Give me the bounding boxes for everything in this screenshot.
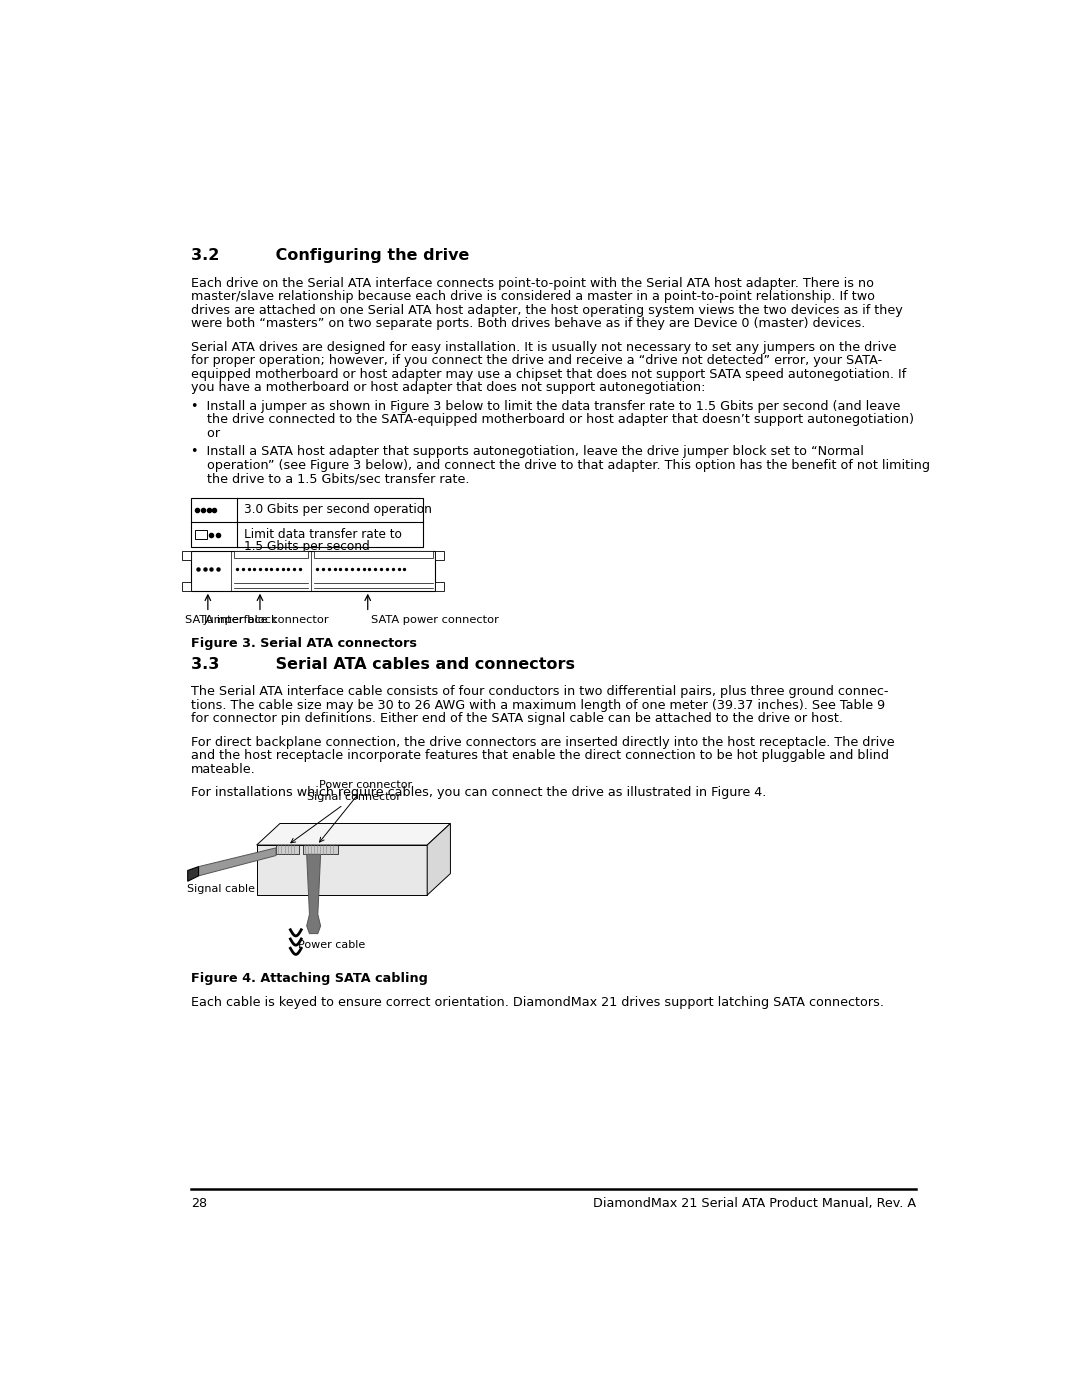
Text: for connector pin definitions. Either end of the SATA signal cable can be attach: for connector pin definitions. Either en… xyxy=(191,712,842,725)
Text: 1.5 Gbits per second: 1.5 Gbits per second xyxy=(243,541,369,553)
Text: mateable.: mateable. xyxy=(191,763,256,775)
Text: For direct backplane connection, the drive connectors are inserted directly into: For direct backplane connection, the dri… xyxy=(191,736,894,749)
Text: •  Install a SATA host adapter that supports autonegotiation, leave the drive ju: • Install a SATA host adapter that suppo… xyxy=(191,446,864,458)
Text: the drive connected to the SATA-equipped motherboard or host adapter that doesn’: the drive connected to the SATA-equipped… xyxy=(191,414,914,426)
Text: 28: 28 xyxy=(191,1197,207,1210)
Bar xyxy=(435,550,444,560)
Text: the drive to a 1.5 Gbits/sec transfer rate.: the drive to a 1.5 Gbits/sec transfer ra… xyxy=(191,472,470,485)
Bar xyxy=(195,531,207,539)
Bar xyxy=(303,845,338,855)
Text: SATA power connector: SATA power connector xyxy=(370,616,499,626)
Bar xyxy=(181,550,191,560)
Polygon shape xyxy=(307,855,321,933)
Text: master/slave relationship because each drive is considered a master in a point-t: master/slave relationship because each d… xyxy=(191,291,875,303)
Text: Power connector: Power connector xyxy=(319,781,411,842)
Bar xyxy=(435,581,444,591)
Text: 3.3          Serial ATA cables and connectors: 3.3 Serial ATA cables and connectors xyxy=(191,657,575,672)
Text: Limit data transfer rate to: Limit data transfer rate to xyxy=(243,528,402,542)
Text: The Serial ATA interface cable consists of four conductors in two differential p: The Serial ATA interface cable consists … xyxy=(191,686,888,698)
Bar xyxy=(276,845,299,855)
Polygon shape xyxy=(257,845,428,895)
Text: Figure 4. Attaching SATA cabling: Figure 4. Attaching SATA cabling xyxy=(191,972,428,985)
Text: drives are attached on one Serial ATA host adapter, the host operating system vi: drives are attached on one Serial ATA ho… xyxy=(191,305,903,317)
Text: SATA interface connector: SATA interface connector xyxy=(185,616,328,626)
Polygon shape xyxy=(257,823,450,845)
Text: tions. The cable size may be 30 to 26 AWG with a maximum length of one meter (39: tions. The cable size may be 30 to 26 AW… xyxy=(191,698,885,712)
Text: equipped motherboard or host adapter may use a chipset that does not support SAT: equipped motherboard or host adapter may… xyxy=(191,367,906,381)
Text: Each drive on the Serial ATA interface connects point-to-point with the Serial A: Each drive on the Serial ATA interface c… xyxy=(191,277,874,291)
Text: operation” (see Figure 3 below), and connect the drive to that adapter. This opt: operation” (see Figure 3 below), and con… xyxy=(191,458,930,472)
Text: were both “masters” on two separate ports. Both drives behave as if they are Dev: were both “masters” on two separate port… xyxy=(191,317,865,330)
Text: Figure 3. Serial ATA connectors: Figure 3. Serial ATA connectors xyxy=(191,637,417,650)
Text: Power cable: Power cable xyxy=(298,940,365,950)
Text: Serial ATA drives are designed for easy installation. It is usually not necessar: Serial ATA drives are designed for easy … xyxy=(191,341,896,353)
Text: for proper operation; however, if you connect the drive and receive a “drive not: for proper operation; however, if you co… xyxy=(191,355,882,367)
Polygon shape xyxy=(199,848,276,876)
Bar xyxy=(234,550,308,559)
Text: Each cable is keyed to ensure correct orientation. DiamondMax 21 drives support : Each cable is keyed to ensure correct or… xyxy=(191,996,883,1010)
Text: and the host receptacle incorporate features that enable the direct connection t: and the host receptacle incorporate feat… xyxy=(191,749,889,763)
Text: 3.0 Gbits per second operation: 3.0 Gbits per second operation xyxy=(243,503,431,517)
Bar xyxy=(181,581,191,591)
Text: or: or xyxy=(191,426,220,440)
Text: 3.2          Configuring the drive: 3.2 Configuring the drive xyxy=(191,249,469,264)
Polygon shape xyxy=(428,823,450,895)
Text: Signal connector: Signal connector xyxy=(291,792,401,842)
Text: For installations which require cables, you can connect the drive as illustrated: For installations which require cables, … xyxy=(191,787,766,799)
Text: Jumper block: Jumper block xyxy=(204,616,279,626)
Polygon shape xyxy=(188,866,199,882)
Text: you have a motherboard or host adapter that does not support autonegotiation:: you have a motherboard or host adapter t… xyxy=(191,381,705,394)
Text: •  Install a jumper as shown in Figure 3 below to limit the data transfer rate t: • Install a jumper as shown in Figure 3 … xyxy=(191,400,900,412)
Text: Signal cable: Signal cable xyxy=(187,883,255,894)
Bar xyxy=(191,550,435,591)
Bar xyxy=(314,550,433,559)
Bar xyxy=(191,497,423,546)
Text: DiamondMax 21 Serial ATA Product Manual, Rev. A: DiamondMax 21 Serial ATA Product Manual,… xyxy=(593,1197,916,1210)
